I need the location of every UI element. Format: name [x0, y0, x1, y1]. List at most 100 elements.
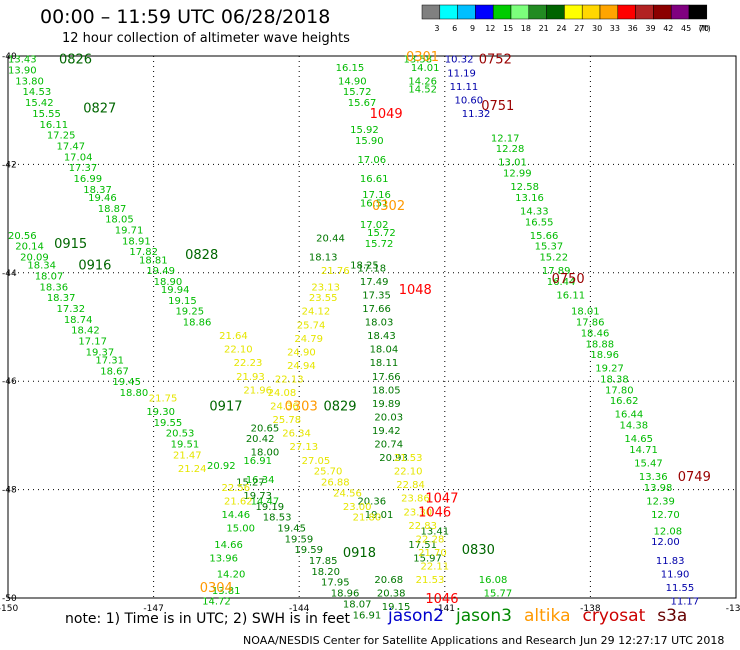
- wave-height-value: 15.92: [350, 125, 379, 136]
- color-swatch: [670, 4, 690, 20]
- pass-time-label: 1049: [370, 107, 403, 122]
- wave-height-value: 17.80: [605, 385, 634, 396]
- wave-height-value: 20.56: [8, 231, 37, 242]
- wave-height-value: 14.33: [520, 206, 549, 217]
- wave-height-value: 17.02: [360, 220, 389, 231]
- color-swatch: [510, 4, 530, 20]
- pass-time-label: 0750: [552, 272, 585, 287]
- wave-height-value: 24.94: [287, 361, 316, 372]
- wave-height-value: 20.03: [374, 412, 403, 423]
- color-scale-label: 12: [485, 24, 495, 33]
- wave-height-value: 17.51: [408, 540, 437, 551]
- wave-height-value: 17.25: [47, 131, 76, 142]
- wave-height-value: 19.15: [168, 296, 197, 307]
- color-scale-label: 27: [574, 24, 584, 33]
- color-swatch: [475, 4, 494, 20]
- wave-height-value: 22.56: [222, 483, 251, 494]
- wave-height-value: 12.08: [653, 526, 682, 537]
- pass-time-label: 0752: [479, 53, 512, 68]
- wave-height-value: 18.53: [263, 513, 292, 524]
- wave-height-value: 18.96: [590, 350, 619, 361]
- wave-height-value: 19.27: [595, 364, 624, 375]
- wave-height-value: 22.10: [394, 467, 423, 478]
- wave-height-value: 25.74: [297, 320, 326, 331]
- page-subtitle: 12 hour collection of altimeter wave hei…: [62, 31, 350, 46]
- wave-height-value: 22.11: [421, 561, 450, 572]
- wave-height-value: 19.51: [171, 440, 200, 451]
- wave-height-value: 14.01: [411, 63, 440, 74]
- wave-height-value: 16.08: [479, 575, 508, 586]
- y-tick-label: -40: [2, 52, 17, 62]
- wave-height-value: 18.91: [122, 236, 151, 247]
- wave-height-value: 11.32: [462, 109, 491, 120]
- x-tick-label: -135: [726, 604, 740, 614]
- wave-height-value: 18.46: [581, 328, 610, 339]
- wave-height-value: 23.00: [343, 502, 372, 513]
- wave-height-value: 18.38: [600, 374, 629, 385]
- wave-height-value: 13.43: [8, 55, 37, 66]
- wave-height-value: 26.34: [282, 429, 311, 440]
- wave-height-value: 16.11: [40, 120, 69, 131]
- wave-height-value: 13.36: [639, 472, 668, 483]
- wave-height-value: 19.55: [154, 418, 183, 429]
- wave-height-value: 20.74: [374, 440, 403, 451]
- wave-height-value: 15.77: [484, 589, 513, 600]
- wave-height-value: 17.32: [57, 304, 86, 315]
- wave-height-value: 18.86: [183, 318, 212, 329]
- wave-height-value: 18.88: [586, 339, 615, 350]
- legend-item-jason2: jason2: [388, 606, 444, 626]
- wave-height-value: 20.42: [246, 434, 275, 445]
- wave-height-value: 11.17: [670, 597, 699, 608]
- pass-time-label: 0751: [481, 99, 514, 114]
- wave-height-value: 24.08: [268, 388, 297, 399]
- wave-height-value: 14.66: [214, 540, 243, 551]
- wave-height-value: 19.19: [256, 502, 285, 513]
- pass-time-label: 0301: [406, 50, 439, 65]
- wave-height-value: 13.81: [212, 586, 241, 597]
- wave-height-value: 10.32: [445, 55, 474, 66]
- wave-height-value: 14.65: [624, 434, 653, 445]
- wave-height-value: 18.00: [251, 448, 280, 459]
- wave-height-value: 25.70: [314, 467, 343, 478]
- wave-height-value: 17.06: [357, 155, 386, 166]
- wave-height-value: 13.01: [498, 158, 527, 169]
- wave-height-value: 20.44: [316, 234, 345, 245]
- color-swatch: [653, 4, 672, 20]
- pass-time-label: 1047: [425, 492, 458, 507]
- wave-height-value: 17.31: [95, 356, 124, 367]
- wave-height-value: 16.99: [74, 174, 103, 185]
- wave-height-value: 21.70: [418, 548, 447, 559]
- color-scale-label: 15: [503, 24, 513, 33]
- wave-height-value: 19.37: [86, 347, 115, 358]
- color-swatch: [617, 4, 636, 20]
- color-scale-label: 42: [663, 24, 673, 33]
- wave-height-value: 26.88: [321, 477, 350, 488]
- wave-height-value: 20.09: [20, 253, 49, 264]
- wave-height-value: 14.90: [338, 76, 367, 87]
- wave-height-value: 22.10: [224, 345, 253, 356]
- wave-height-value: 17.16: [362, 190, 391, 201]
- wave-height-value: 14.38: [620, 421, 649, 432]
- wave-height-value: 19.89: [372, 399, 401, 410]
- wave-height-value: 12.00: [651, 537, 680, 548]
- wave-height-value: 11.19: [447, 68, 476, 79]
- color-swatch: [599, 4, 619, 20]
- y-tick-label: -42: [2, 160, 17, 170]
- wave-height-value: 15.42: [25, 98, 54, 109]
- wave-height-value: 21.53: [416, 575, 445, 586]
- wave-height-value: 15.22: [539, 253, 568, 264]
- wave-height-value: 18.13: [309, 253, 338, 264]
- wave-height-value: 19.01: [365, 510, 394, 521]
- wave-height-value: 24.56: [333, 488, 362, 499]
- y-tick-label: -50: [2, 594, 17, 604]
- wave-height-value: 23.55: [309, 293, 338, 304]
- wave-height-value: 11.90: [661, 570, 690, 581]
- wave-height-value: 17.86: [576, 318, 605, 329]
- wave-height-value: 18.74: [64, 315, 93, 326]
- wave-height-value: 11.11: [450, 82, 479, 93]
- wave-height-value: 21.53: [394, 453, 423, 464]
- wave-height-value: 16.11: [556, 290, 585, 301]
- plot-frame: [7, 55, 737, 599]
- wave-height-value: 11.83: [656, 556, 685, 567]
- wave-height-value: 18.81: [139, 255, 168, 266]
